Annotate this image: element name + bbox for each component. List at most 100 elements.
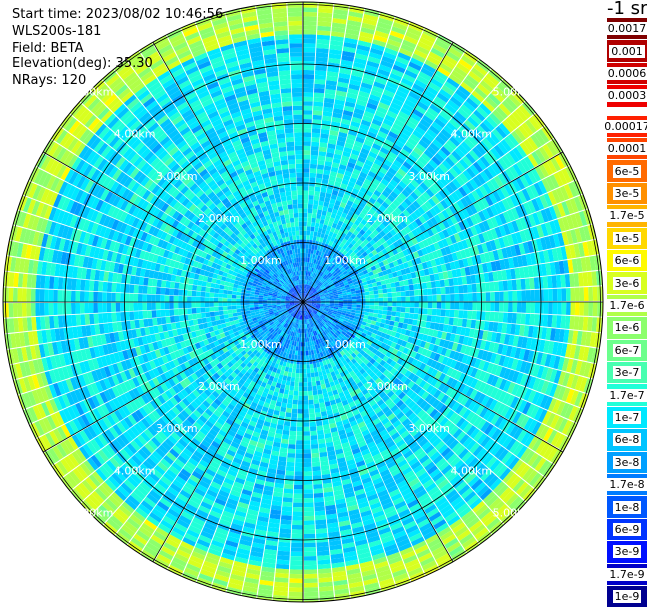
range-gate-cell — [314, 74, 326, 80]
range-gate-cell — [484, 194, 494, 207]
range-gate-cell — [338, 258, 344, 264]
range-gate-cell — [395, 90, 408, 99]
range-gate-cell — [376, 267, 382, 273]
range-gate-cell — [360, 82, 373, 90]
range-gate-cell — [376, 197, 385, 205]
range-gate-cell — [313, 399, 320, 404]
range-gate-cell — [469, 389, 478, 400]
range-gate-cell — [511, 110, 525, 125]
range-gate-cell — [284, 416, 291, 422]
range-gate-cell — [349, 79, 362, 87]
range-gate-cell — [311, 288, 315, 292]
range-gate-cell — [479, 80, 494, 93]
range-gate-cell — [336, 256, 342, 263]
range-gate-cell — [344, 204, 352, 211]
range-gate-cell — [288, 390, 294, 396]
range-gate-cell — [506, 473, 518, 487]
range-gate-cell — [451, 325, 458, 334]
range-gate-cell — [330, 236, 336, 243]
range-gate-cell — [307, 290, 311, 295]
range-gate-cell — [520, 158, 531, 172]
range-gate-cell — [436, 330, 443, 339]
range-gate-cell — [319, 256, 323, 262]
range-gate-cell — [535, 196, 545, 210]
range-gate-cell — [354, 325, 361, 331]
range-gate-cell — [476, 292, 482, 302]
range-gate-cell — [572, 330, 579, 345]
range-gate-cell — [456, 199, 465, 210]
range-gate-cell — [504, 136, 516, 150]
range-gate-cell — [428, 252, 435, 261]
range-gate-cell — [333, 9, 348, 16]
range-gate-cell — [368, 245, 375, 252]
range-gate-cell — [309, 292, 313, 296]
range-gate-cell — [479, 320, 485, 330]
range-gate-cell — [449, 425, 460, 436]
range-gate-cell — [379, 193, 387, 202]
range-gate-cell — [303, 34, 316, 39]
range-gate-cell — [340, 232, 347, 239]
range-gate-cell — [305, 257, 308, 262]
range-gate-cell — [303, 190, 309, 195]
range-gate-cell — [312, 283, 316, 288]
range-gate-cell — [317, 205, 324, 211]
range-gate-cell — [390, 341, 397, 349]
range-gate-cell — [303, 16, 317, 22]
range-gate-cell — [346, 267, 352, 273]
range-gate-cell — [317, 12, 333, 18]
range-gate-cell — [307, 271, 310, 276]
range-gate-cell — [322, 115, 332, 122]
range-gate-cell — [332, 18, 347, 25]
range-gate-cell — [485, 73, 500, 86]
range-gate-cell — [396, 327, 403, 334]
range-gate-cell — [351, 278, 358, 283]
range-gate-cell — [556, 315, 562, 329]
range-gate-cell — [436, 114, 449, 125]
range-gate-cell — [365, 189, 374, 197]
range-gate-cell — [341, 310, 347, 314]
range-gate-cell — [447, 253, 454, 263]
range-gate-cell — [344, 252, 351, 258]
range-gate-cell — [466, 227, 474, 238]
range-gate-cell — [505, 493, 519, 507]
range-gate-cell — [364, 254, 371, 261]
range-gate-cell — [318, 276, 323, 282]
range-gate-cell — [303, 524, 315, 530]
range-gate-cell — [573, 196, 583, 212]
range-gate-cell — [454, 361, 462, 371]
range-gate-cell — [464, 472, 477, 484]
range-gate-cell — [546, 141, 558, 156]
range-gate-cell — [500, 139, 512, 152]
range-gate-cell — [432, 74, 446, 85]
range-gate-cell — [345, 275, 351, 280]
range-gate-cell — [303, 515, 315, 521]
range-gate-cell — [470, 225, 478, 236]
range-gate-cell — [315, 250, 320, 256]
range-gate-cell — [505, 269, 512, 280]
range-gate-cell — [512, 335, 519, 347]
range-gate-cell — [495, 106, 508, 120]
range-gate-cell — [312, 290, 317, 294]
range-gate-cell — [522, 467, 535, 481]
range-gate-cell — [564, 315, 571, 329]
range-gate-cell — [323, 317, 329, 322]
range-gate-cell — [313, 283, 317, 289]
range-gate-cell — [306, 296, 310, 300]
range-gate-cell — [488, 497, 502, 511]
range-gate-cell — [324, 307, 329, 311]
range-gate-cell — [521, 302, 527, 313]
range-gate-cell — [385, 246, 392, 253]
range-gate-cell — [322, 268, 327, 273]
range-gate-cell — [367, 98, 379, 106]
range-gate-cell — [341, 322, 347, 327]
range-gate-cell — [494, 86, 508, 100]
range-gate-cell — [547, 341, 555, 354]
range-gate-cell — [523, 325, 530, 337]
range-gate-cell — [534, 289, 540, 302]
range-gate-cell — [415, 143, 426, 153]
range-gate-cell — [448, 73, 463, 85]
range-gate-cell — [318, 271, 323, 276]
range-gate-cell — [549, 220, 558, 235]
range-gate-cell — [290, 381, 295, 387]
range-gate-cell — [518, 348, 526, 361]
